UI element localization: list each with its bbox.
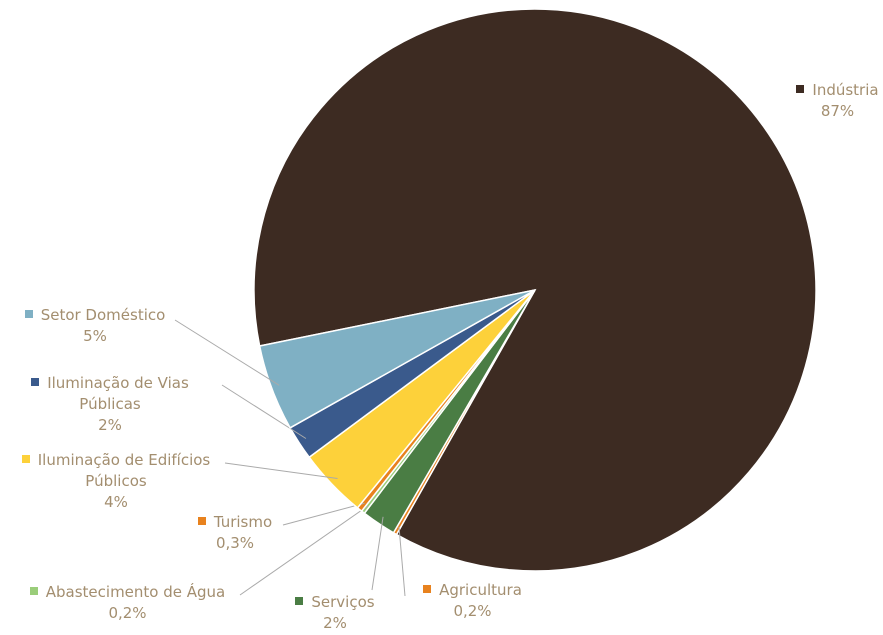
- legend-marker: [29, 587, 38, 595]
- slice-label: Turismo 0,3%: [180, 512, 290, 554]
- category-name: Agricultura: [439, 581, 522, 599]
- slice-label: Setor Doméstico 5%: [10, 305, 180, 347]
- leader-line: [239, 505, 369, 596]
- pie-slice: [258, 289, 536, 429]
- category-name: Indústria: [812, 81, 879, 99]
- legend-marker: [31, 378, 40, 386]
- value-label: 0,3%: [215, 534, 255, 552]
- label-name: Serviços: [285, 592, 385, 613]
- label-name: Abastecimento de Água: [10, 582, 245, 603]
- value-label: 87%: [820, 102, 855, 120]
- category-name: Abastecimento de Água: [45, 583, 226, 601]
- leader-line: [174, 319, 280, 386]
- value-label: 2%: [98, 416, 122, 434]
- slice-label: Abastecimento de Água 0,2%: [10, 582, 245, 624]
- legend-marker: [423, 585, 432, 593]
- category-name: Serviços: [311, 593, 375, 611]
- legend-marker: [295, 597, 304, 605]
- label-name: Agricultura: [405, 580, 540, 601]
- category-name: Iluminação de Vias Públicas: [47, 374, 189, 413]
- category-name: Iluminação de Edifícios Públicos: [37, 451, 211, 490]
- label-name: Iluminação de Vias Públicas: [15, 373, 205, 415]
- legend-marker: [24, 310, 33, 318]
- leader-line: [282, 502, 365, 526]
- slice-label: Serviços 2%: [285, 592, 385, 634]
- category-name: Setor Doméstico: [40, 306, 166, 324]
- category-name: Turismo: [213, 513, 273, 531]
- value-label: 2%: [323, 614, 347, 632]
- legend-marker: [796, 85, 805, 93]
- slice-label: Iluminação de Vias Públicas 2%: [15, 373, 205, 436]
- leader-line: [398, 526, 406, 597]
- label-name: Iluminação de Edifícios Públicos: [5, 450, 227, 492]
- value-label: 0,2%: [453, 602, 492, 620]
- slice-label: Iluminação de Edifícios Públicos 4%: [5, 450, 227, 513]
- leader-line: [371, 516, 384, 591]
- value-label: 5%: [83, 327, 107, 345]
- slice-label: Indústria 87%: [790, 80, 883, 122]
- label-name: Setor Doméstico: [10, 305, 180, 326]
- legend-marker: [21, 455, 30, 463]
- label-name: Indústria: [790, 80, 883, 101]
- value-label: 4%: [104, 493, 128, 511]
- label-name: Turismo: [180, 512, 290, 533]
- legend-marker: [197, 517, 206, 525]
- value-label: 0,2%: [108, 604, 147, 622]
- leader-line: [221, 384, 307, 439]
- slice-label: Agricultura 0,2%: [405, 580, 540, 622]
- leader-line: [224, 462, 338, 480]
